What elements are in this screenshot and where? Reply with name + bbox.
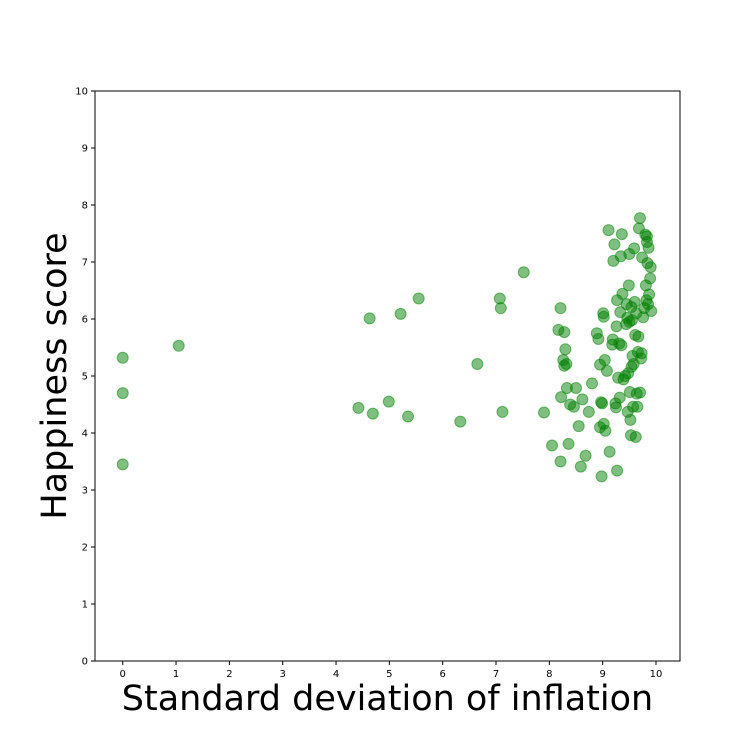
scatter-point (613, 391, 626, 404)
x-tick-label: 2 (226, 669, 232, 680)
y-tick-label: 8 (82, 201, 88, 212)
scatter-point (634, 212, 646, 225)
x-axis-ticks: 0 1 2 3 4 5 6 7 8 9 10 (120, 661, 663, 680)
scatter-point (570, 381, 583, 394)
y-tick-label: 4 (82, 429, 88, 440)
scatter-point (576, 393, 589, 406)
x-tick-label: 0 (120, 669, 126, 680)
scatter-point (574, 460, 587, 473)
scatter-point (603, 445, 616, 458)
scatter-point (608, 238, 621, 251)
x-axis-label: Standard deviation of inflation (122, 679, 653, 719)
scatter-point (572, 420, 585, 433)
y-tick-label: 0 (82, 657, 88, 668)
scatter-point (600, 364, 613, 377)
scatter-point (643, 288, 656, 301)
scatter-point (582, 405, 595, 418)
scatter-point (629, 430, 642, 443)
scatter-point (555, 391, 568, 404)
y-tick-label: 3 (82, 486, 88, 497)
scatter-point (634, 386, 646, 399)
x-tick-label: 1 (173, 669, 179, 680)
scatter-point (559, 343, 572, 356)
scatter-point (644, 272, 657, 285)
y-tick-label: 7 (82, 258, 88, 269)
x-tick-label: 3 (280, 669, 286, 680)
scatter-point (496, 405, 509, 418)
scatter-point (402, 410, 415, 423)
scatter-point (615, 228, 628, 241)
y-tick-label: 9 (82, 144, 88, 155)
scatter-point (597, 310, 610, 323)
y-tick-label: 6 (82, 315, 88, 326)
x-tick-label: 8 (546, 669, 552, 680)
y-tick-label: 10 (75, 87, 88, 98)
scatter-point (596, 397, 609, 410)
scatter-point (602, 224, 615, 237)
scatter-point (611, 464, 624, 477)
x-tick-label: 6 (440, 669, 446, 680)
scatter-point (631, 400, 644, 413)
scatter-point (628, 242, 641, 255)
scatter-point (616, 287, 629, 300)
y-axis-ticks: 0 1 2 3 4 5 6 7 8 9 10 (75, 87, 95, 668)
scatter-point (644, 261, 657, 274)
scatter-point (622, 279, 635, 292)
scatter-point (558, 326, 571, 339)
y-tick-label: 5 (82, 372, 88, 383)
scatter-point (517, 266, 530, 279)
scatter-point (494, 302, 507, 315)
scatter-point (592, 332, 605, 345)
scatter-point (632, 330, 645, 343)
scatter-point (560, 358, 573, 371)
scatter-point (538, 406, 551, 419)
scatter-point (546, 439, 559, 452)
scatter-point (586, 377, 599, 390)
scatter-point (454, 415, 467, 428)
scatter-point (116, 387, 129, 400)
scatter-point (352, 401, 365, 414)
scatter-point (363, 312, 376, 325)
scatter-point (394, 307, 407, 320)
scatter-point (382, 395, 395, 408)
scatter-point (579, 449, 592, 462)
x-tick-label: 5 (386, 669, 392, 680)
y-tick-label: 2 (82, 543, 88, 554)
scatter-point (645, 305, 658, 318)
scatter-point (554, 455, 567, 468)
scatter-point (628, 295, 641, 308)
x-tick-label: 10 (650, 669, 663, 680)
plot-frame (94, 90, 681, 662)
scatter-point (412, 292, 425, 305)
scatter-point (554, 302, 567, 315)
scatter-point (116, 458, 129, 471)
scatter-point (562, 437, 575, 450)
scatter-point (624, 413, 637, 426)
scatter-point (615, 339, 628, 352)
scatter-point (172, 339, 185, 352)
scatter-point (599, 424, 612, 437)
scatter-points (116, 212, 658, 483)
scatter-point (567, 400, 580, 413)
scatter-point (642, 241, 655, 254)
y-tick-label: 1 (82, 600, 88, 611)
scatter-point (595, 470, 608, 483)
scatter-point (471, 358, 484, 371)
scatter-point (366, 407, 379, 420)
scatter-point (598, 354, 611, 367)
x-tick-label: 7 (493, 669, 499, 680)
scatter-point (116, 351, 129, 364)
x-tick-label: 9 (599, 669, 605, 680)
scatter-point (635, 347, 648, 360)
y-axis-label: Happiness score (35, 232, 75, 519)
x-tick-label: 4 (333, 669, 339, 680)
